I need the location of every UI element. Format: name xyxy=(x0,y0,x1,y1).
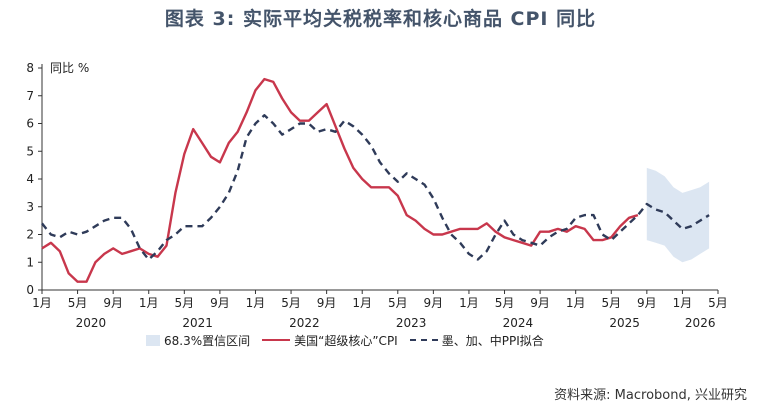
confidence-band xyxy=(646,167,710,263)
x-tick-label: 9月 xyxy=(210,296,230,310)
axes-layer: 0 1 2 3 4 5 6 7 8 1月 5月 9月 1月 5月 9月 1月 5月 9月 1月 5月 9月 1月 5月 9月 1… xyxy=(26,61,727,330)
x-tick-label: 9月 xyxy=(103,296,123,310)
legend-label-ppi-fit: 墨、加、中PPI拟合 xyxy=(441,333,544,348)
y-tick-label: 3 xyxy=(26,200,34,214)
x-tick-label: 1月 xyxy=(246,296,266,310)
x-tick-label: 5月 xyxy=(495,296,515,310)
x-year-label: 2025 xyxy=(609,316,640,330)
x-year-label: 2023 xyxy=(396,316,427,330)
x-tick-label: 9月 xyxy=(424,296,444,310)
x-tick-label: 1月 xyxy=(566,296,586,310)
legend-item-ppi-fit: 墨、加、中PPI拟合 xyxy=(409,332,544,349)
legend-item-band: 68.3%置信区间 xyxy=(146,332,250,349)
x-tick-label: 9月 xyxy=(637,296,657,310)
y-tick-label: 1 xyxy=(26,255,34,269)
x-tick-label: 1月 xyxy=(459,296,479,310)
x-tick-label: 9月 xyxy=(530,296,550,310)
legend-item-us-cpi: 美国“超级核心”CPI xyxy=(262,332,398,349)
y-tick-label: 0 xyxy=(26,283,34,297)
y-tick-label: 5 xyxy=(26,144,34,158)
y-tick-label: 7 xyxy=(26,89,34,103)
x-tick-label: 1月 xyxy=(32,296,52,310)
x-year-label: 2021 xyxy=(182,316,213,330)
x-year-label: 2020 xyxy=(76,316,107,330)
legend-label-us-cpi: 美国“超级核心”CPI xyxy=(294,333,398,348)
legend-swatch-us-cpi xyxy=(262,339,291,341)
x-tick-label: 9月 xyxy=(317,296,337,310)
x-tick-label: 1月 xyxy=(352,296,372,310)
x-tick-label: 5月 xyxy=(388,296,408,310)
y-tick-label: 2 xyxy=(26,228,34,242)
x-tick-label: 5月 xyxy=(68,296,88,310)
y-axis-label: 同比 % xyxy=(50,61,89,75)
x-year-label: 2026 xyxy=(685,316,716,330)
x-tick-label: 5月 xyxy=(174,296,194,310)
x-tick-label: 1月 xyxy=(673,296,693,310)
series-line-us-cpi xyxy=(41,77,639,283)
x-year-label: 2024 xyxy=(503,316,534,330)
y-tick-label: 4 xyxy=(26,172,34,186)
series-line-ppi-fit xyxy=(41,114,710,261)
y-tick-label: 6 xyxy=(26,117,34,131)
x-tick-label: 1月 xyxy=(139,296,159,310)
series-layer xyxy=(41,77,710,283)
legend-swatch-ppi-fit xyxy=(409,339,438,341)
legend-swatch-band xyxy=(146,334,160,346)
legend: 68.3%置信区间 美国“超级核心”CPI 墨、加、中PPI拟合 xyxy=(146,331,706,349)
x-tick-label: 5月 xyxy=(601,296,621,310)
x-tick-label: 5月 xyxy=(708,296,728,310)
chart-title: 图表 3: 实际平均关税税率和核心商品 CPI 同比 xyxy=(164,8,597,30)
source-note: 资料来源: Macrobond, 兴业研究 xyxy=(554,388,747,403)
x-year-label: 2022 xyxy=(289,316,320,330)
x-tick-label: 5月 xyxy=(281,296,301,310)
confidence-band-layer xyxy=(646,167,710,263)
legend-label-band: 68.3%置信区间 xyxy=(164,333,251,348)
y-tick-label: 8 xyxy=(26,61,34,75)
